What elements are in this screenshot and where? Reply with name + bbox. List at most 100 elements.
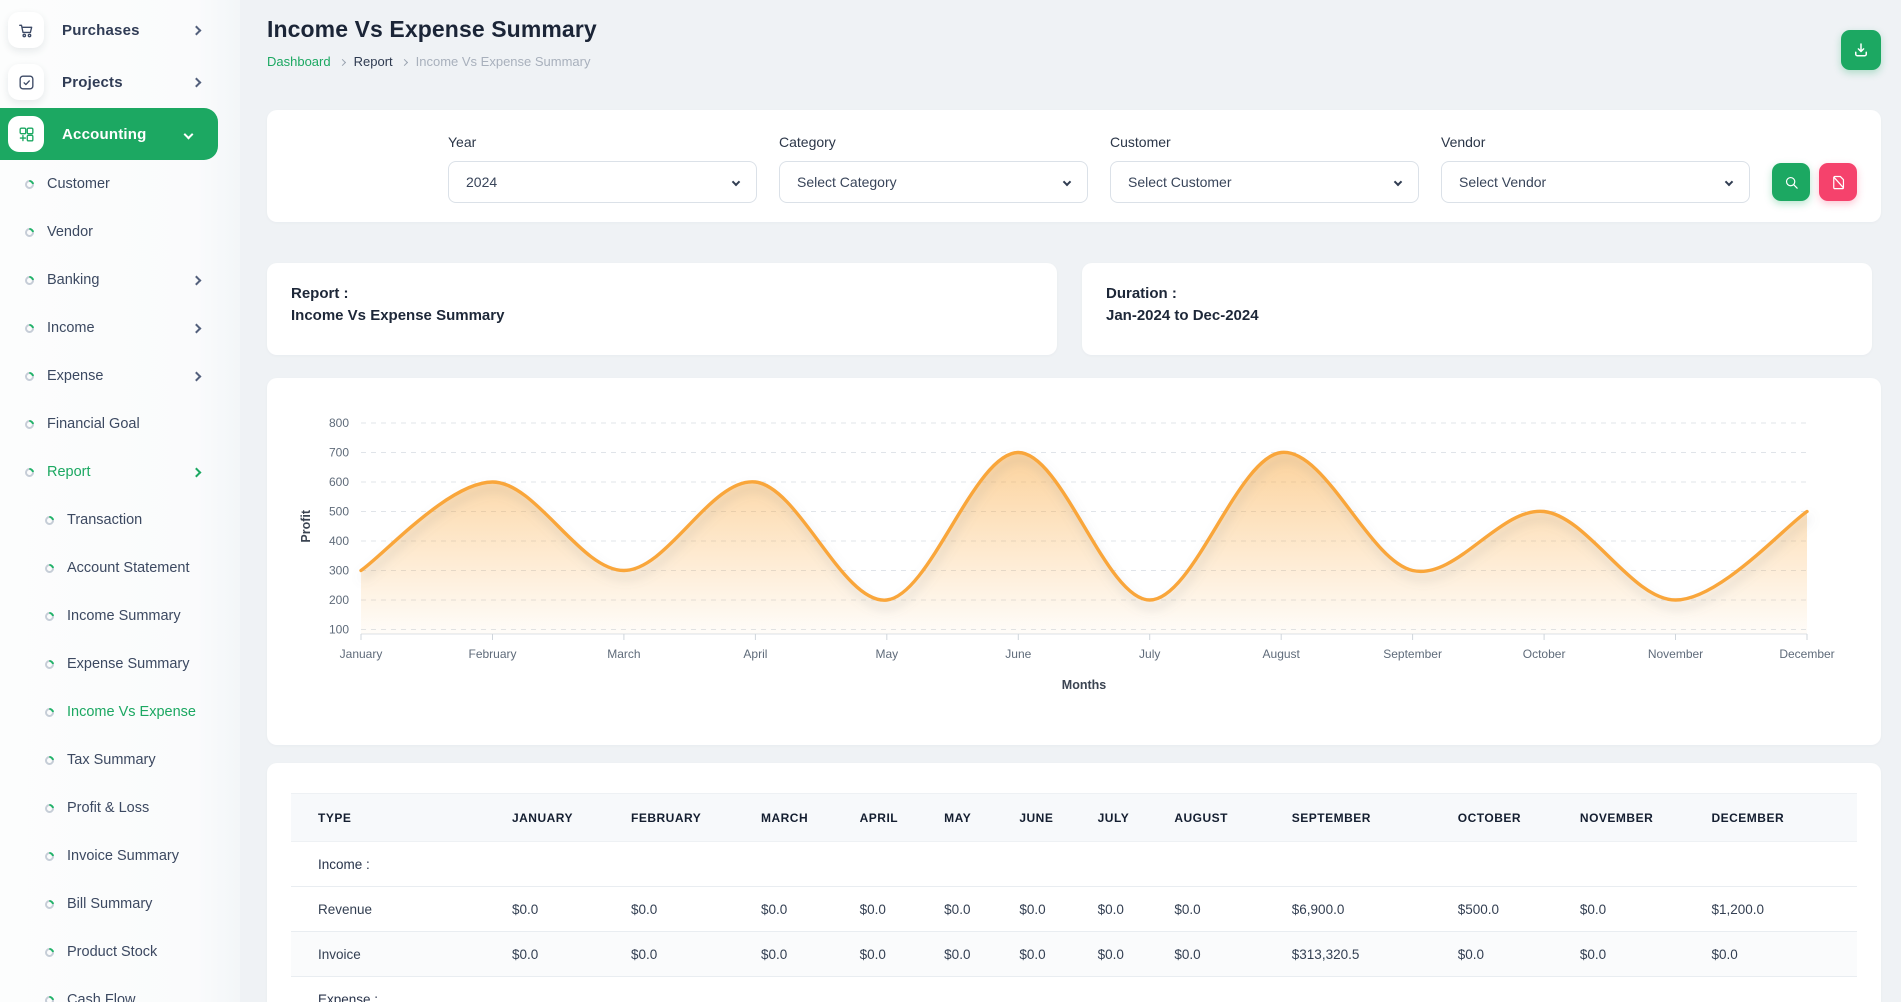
sidebar-item-customer[interactable]: Customer	[0, 160, 240, 208]
sidebar-item-label: Projects	[62, 73, 123, 91]
download-button[interactable]	[1841, 30, 1881, 70]
column-header-may: MAY	[936, 793, 1012, 842]
x-tick-label: June	[1005, 647, 1031, 661]
bullet-ring-icon	[23, 417, 36, 431]
sidebar-item-income-summary[interactable]: Income Summary	[0, 592, 240, 640]
bullet-ring-icon	[23, 273, 36, 287]
x-tick-label: August	[1263, 647, 1301, 661]
bullet-ring-icon	[43, 993, 56, 1002]
bullet-ring-icon	[23, 465, 36, 479]
cell	[1450, 977, 1572, 1002]
cell	[1284, 977, 1450, 1002]
cell	[623, 977, 753, 1002]
year-select[interactable]: 2024	[448, 161, 757, 203]
bullet-ring-icon	[43, 513, 56, 527]
sidebar-item-cash-flow[interactable]: Cash Flow	[0, 976, 240, 1002]
cell	[622, 841, 753, 887]
sidebar-item-banking[interactable]: Banking	[0, 256, 240, 304]
cell	[1283, 841, 1450, 887]
duration-card: Duration : Jan-2024 to Dec-2024	[1082, 263, 1872, 355]
row-label: Revenue	[291, 886, 504, 932]
x-tick-label: April	[743, 647, 767, 661]
cell	[936, 841, 1012, 887]
chevron-right-icon	[191, 467, 202, 477]
sidebar-item-bill-summary[interactable]: Bill Summary	[0, 880, 240, 928]
x-axis-title: Months	[1062, 678, 1106, 692]
vendor-select[interactable]: Select Vendor	[1441, 161, 1750, 203]
sidebar-item-profit-loss[interactable]: Profit & Loss	[0, 784, 240, 832]
breadcrumb-item-report[interactable]: Report	[353, 54, 393, 69]
sidebar-item-label: Tax Summary	[67, 752, 156, 768]
cell: $0.0	[503, 931, 623, 977]
y-axis-title: Profit	[299, 509, 313, 542]
bullet-ring-icon	[43, 657, 56, 671]
bullet-ring-icon	[23, 369, 36, 383]
sidebar-item-product-stock[interactable]: Product Stock	[0, 928, 240, 976]
table-header-row: TYPE JANUARY FEBRUARY MARCH APRIL MAY JUNE JULY…	[291, 793, 1857, 842]
column-header-august: AUGUST	[1166, 793, 1284, 842]
breadcrumb-item-dashboard[interactable]: Dashboard	[267, 54, 331, 69]
cell: $0.0	[1449, 931, 1572, 977]
column-header-july: JULY	[1089, 793, 1167, 842]
bullet-ring-icon	[43, 561, 56, 575]
cell	[1572, 977, 1704, 1002]
sidebar-item-income-vs-expense[interactable]: Income Vs Expense	[0, 688, 240, 736]
main-content: Income Vs Expense Summary Dashboard Repor…	[240, 0, 1901, 1002]
sidebar-item-label: Income	[47, 320, 95, 336]
sidebar-item-transaction[interactable]: Transaction	[0, 496, 240, 544]
cell: $6,900.0	[1283, 886, 1450, 932]
sidebar-item-report[interactable]: Report	[0, 448, 240, 496]
column-header-march: MARCH	[752, 793, 852, 842]
sidebar-item-label: Customer	[47, 176, 110, 192]
sidebar-item-tax-summary[interactable]: Tax Summary	[0, 736, 240, 784]
cell	[1703, 841, 1857, 887]
sidebar-item-expense[interactable]: Expense	[0, 352, 240, 400]
cell: $0.0	[1011, 886, 1090, 932]
cell	[1571, 841, 1704, 887]
y-tick-label: 700	[329, 446, 349, 460]
vendor-label: Vendor	[1441, 134, 1486, 150]
sidebar-item-income[interactable]: Income	[0, 304, 240, 352]
sidebar-item-label: Accounting	[62, 125, 147, 143]
year-label: Year	[448, 134, 477, 150]
sidebar-item-vendor[interactable]: Vendor	[0, 208, 240, 256]
category-select[interactable]: Select Category	[779, 161, 1088, 203]
sidebar-item-invoice-summary[interactable]: Invoice Summary	[0, 832, 240, 880]
column-header-january: JANUARY	[503, 793, 623, 842]
breadcrumb: Dashboard Report Income Vs Expense Summary	[267, 54, 1881, 69]
cell: $0.0	[1571, 931, 1704, 977]
cell	[1090, 977, 1167, 1002]
cell: $0.0	[622, 931, 753, 977]
bullet-ring-icon	[23, 321, 36, 335]
year-filter-field: Year 2024	[448, 134, 757, 203]
search-button[interactable]	[1772, 163, 1810, 201]
chevron-down-icon	[1724, 177, 1734, 187]
cell	[1703, 977, 1857, 1002]
bullet-ring-icon	[23, 225, 36, 239]
sidebar-item-financial-goal[interactable]: Financial Goal	[0, 400, 240, 448]
column-header-type: TYPE	[291, 793, 504, 842]
clear-filter-button[interactable]	[1819, 163, 1857, 201]
column-header-april: APRIL	[851, 793, 937, 842]
row-label: Income :	[291, 841, 504, 887]
sidebar-item-expense-summary[interactable]: Expense Summary	[0, 640, 240, 688]
cell	[1011, 841, 1090, 887]
grid-plus-icon	[8, 116, 44, 152]
page-title: Income Vs Expense Summary	[267, 16, 597, 42]
report-card: Report : Income Vs Expense Summary	[267, 263, 1057, 355]
sidebar-item-projects[interactable]: Projects	[0, 56, 240, 108]
sidebar-item-purchases[interactable]: Purchases	[0, 4, 240, 56]
sidebar-item-accounting[interactable]: Accounting	[0, 108, 218, 160]
cell	[1011, 977, 1089, 1002]
sidebar-item-label: Account Statement	[67, 560, 190, 576]
sidebar-item-account-statement[interactable]: Account Statement	[0, 544, 240, 592]
chevron-right-icon	[191, 275, 202, 285]
report-value: Income Vs Expense Summary	[291, 307, 505, 324]
check-square-icon	[8, 64, 44, 100]
y-tick-label: 400	[329, 534, 349, 548]
select-value: 2024	[466, 174, 498, 190]
sidebar-item-label: Income Summary	[67, 608, 181, 624]
customer-select[interactable]: Select Customer	[1110, 161, 1419, 203]
chevron-down-icon	[1393, 177, 1403, 187]
